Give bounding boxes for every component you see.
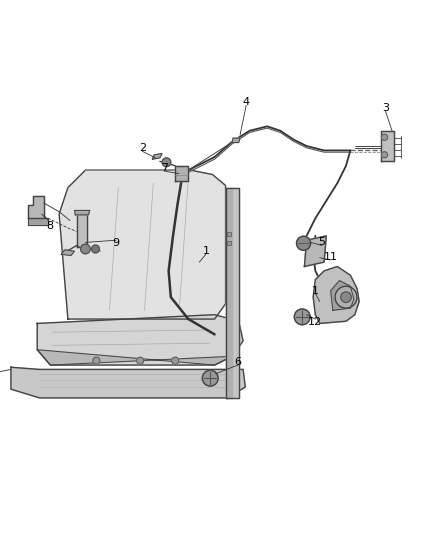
Circle shape: [381, 134, 388, 140]
Polygon shape: [175, 166, 188, 181]
Circle shape: [93, 357, 100, 364]
Text: 11: 11: [324, 252, 338, 262]
Circle shape: [335, 286, 357, 308]
Text: 3: 3: [382, 103, 389, 113]
Circle shape: [294, 309, 310, 325]
Circle shape: [172, 357, 179, 364]
Polygon shape: [304, 236, 326, 266]
Polygon shape: [28, 219, 48, 225]
Polygon shape: [28, 197, 44, 219]
Polygon shape: [37, 350, 232, 365]
Polygon shape: [74, 211, 90, 215]
Text: 1: 1: [312, 286, 319, 296]
Circle shape: [297, 236, 311, 251]
Polygon shape: [61, 250, 74, 255]
Text: 8: 8: [46, 221, 53, 231]
Polygon shape: [59, 170, 226, 319]
Polygon shape: [77, 214, 87, 247]
Polygon shape: [313, 266, 359, 324]
Text: 5: 5: [318, 237, 325, 247]
Polygon shape: [381, 131, 394, 161]
Circle shape: [202, 370, 218, 386]
Text: 4: 4: [243, 97, 250, 107]
Bar: [227, 241, 231, 245]
Circle shape: [162, 158, 171, 167]
Text: 7: 7: [161, 163, 168, 173]
Polygon shape: [331, 280, 354, 310]
Circle shape: [137, 357, 144, 364]
Polygon shape: [37, 314, 243, 365]
Text: 12: 12: [308, 317, 322, 327]
Circle shape: [81, 244, 90, 254]
Circle shape: [92, 245, 99, 253]
Bar: [227, 232, 231, 236]
Polygon shape: [232, 138, 240, 142]
Text: 2: 2: [139, 143, 146, 154]
Text: 1: 1: [202, 246, 209, 256]
Polygon shape: [226, 188, 239, 398]
Polygon shape: [226, 188, 232, 398]
Circle shape: [341, 292, 351, 302]
Circle shape: [381, 152, 388, 158]
Text: 9: 9: [113, 238, 120, 248]
Text: 6: 6: [234, 357, 241, 367]
Polygon shape: [152, 154, 162, 159]
Polygon shape: [11, 367, 245, 398]
